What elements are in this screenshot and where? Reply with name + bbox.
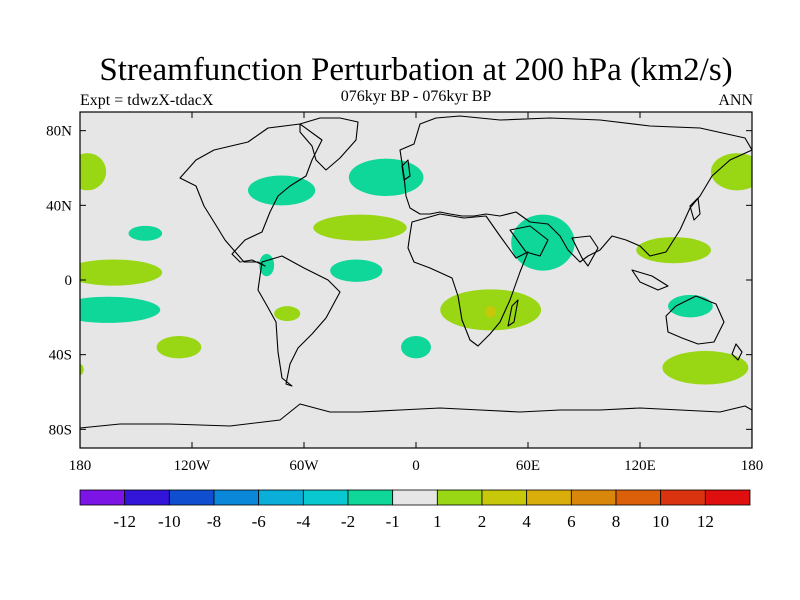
chart-title: Streamfunction Perturbation at 200 hPa (…: [99, 52, 733, 88]
contour-region-17: [662, 350, 749, 385]
colorbar-label: -10: [158, 512, 181, 531]
contour-region-4: [313, 214, 407, 241]
coast-madagascar: [507, 299, 519, 327]
colorbar-label: 4: [522, 512, 531, 531]
colorbar-swatch: [570, 489, 617, 506]
x-tick-label: 180: [741, 458, 764, 474]
x-tick-label: 60W: [289, 458, 319, 474]
colorbar-label: 8: [612, 512, 621, 531]
contour-region-9: [511, 214, 575, 271]
colorbar-label: -6: [252, 512, 266, 531]
contour-region-12: [274, 306, 301, 322]
colorbar-swatch: [615, 489, 662, 506]
coast-greenland: [299, 117, 359, 171]
colorbar-swatch: [347, 489, 394, 506]
colorbar-swatch: [79, 489, 126, 506]
experiment-label: Expt = tdwzX-tdacX: [80, 92, 214, 109]
colorbar-label: 6: [567, 512, 576, 531]
y-tick-label: 40S: [49, 348, 72, 364]
contour-region-8: [330, 259, 383, 282]
contour-region-16: [401, 336, 431, 359]
coast-south-america: [257, 255, 341, 387]
colorbar-swatch: [213, 489, 260, 506]
colorbar-label: 10: [652, 512, 669, 531]
colorbar-label: 12: [697, 512, 714, 531]
colorbar-label: 1: [433, 512, 442, 531]
colorbar-label: 2: [478, 512, 487, 531]
contour-region-19: [485, 306, 497, 318]
period-label: 076kyr BP - 076kyr BP: [340, 88, 492, 105]
x-tick-label: 180: [69, 458, 92, 474]
season-label: ANN: [718, 92, 753, 109]
y-tick-label: 80N: [46, 124, 72, 140]
colorbar-label: -1: [386, 512, 400, 531]
colorbar-swatch: [124, 489, 170, 506]
axes: 180 120W 60W 0 60E 120E 180 80N 40N 0 40S 80S: [46, 112, 763, 474]
coast-japan: [689, 197, 701, 221]
colorbar-swatch: [168, 489, 215, 506]
colorbar-label: -8: [207, 512, 221, 531]
contour-region-3: [248, 175, 316, 206]
contour-region-15: [156, 336, 202, 359]
contour-region-0: [710, 153, 752, 191]
colorbar-swatch: [258, 489, 304, 506]
contour-region-14: [668, 294, 713, 318]
colorbar-label: -2: [341, 512, 355, 531]
coast-australia: [665, 295, 725, 345]
coast-arabia: [509, 225, 549, 257]
x-tick-label: 120W: [174, 458, 212, 474]
coast-antarctica: [80, 403, 752, 448]
x-tick-label: 0: [412, 458, 420, 474]
colorbar-swatch: [481, 489, 528, 506]
colorbar-label: -12: [113, 512, 136, 531]
contour-fill-layer: [80, 153, 752, 385]
contour-region-10: [636, 237, 711, 264]
colorbar-swatch: [436, 489, 483, 506]
contour-region-11: [80, 296, 161, 323]
colorbar-swatch: [302, 489, 349, 506]
colorbar-label: -4: [296, 512, 311, 531]
x-tick-label: 120E: [624, 458, 656, 474]
coastlines: [80, 115, 752, 448]
colorbar-swatch: [704, 489, 751, 506]
colorbar: -12 -10 -8 -6 -4 -2 -1 1 2 4 6 8 10 12: [79, 489, 751, 531]
coast-africa: [407, 213, 529, 347]
y-tick-label: 80S: [49, 422, 72, 438]
y-tick-label: 0: [65, 273, 73, 289]
contour-region-18: [80, 364, 84, 376]
contour-region-5: [348, 158, 424, 196]
colorbar-swatch: [392, 489, 438, 506]
coast-indonesia: [631, 269, 669, 291]
colorbar-swatch: [660, 489, 706, 506]
colorbar-swatch: [526, 489, 572, 506]
contour-region-1: [80, 153, 107, 191]
y-tick-label: 40N: [46, 198, 72, 214]
coast-britain: [401, 159, 411, 181]
contour-region-6: [80, 259, 163, 286]
coast-new-zealand: [731, 343, 743, 361]
contour-region-2: [128, 225, 163, 241]
coast-india: [571, 235, 599, 267]
x-tick-label: 60E: [516, 458, 540, 474]
coast-eurasia: [399, 115, 752, 263]
plot-background: [80, 112, 752, 448]
